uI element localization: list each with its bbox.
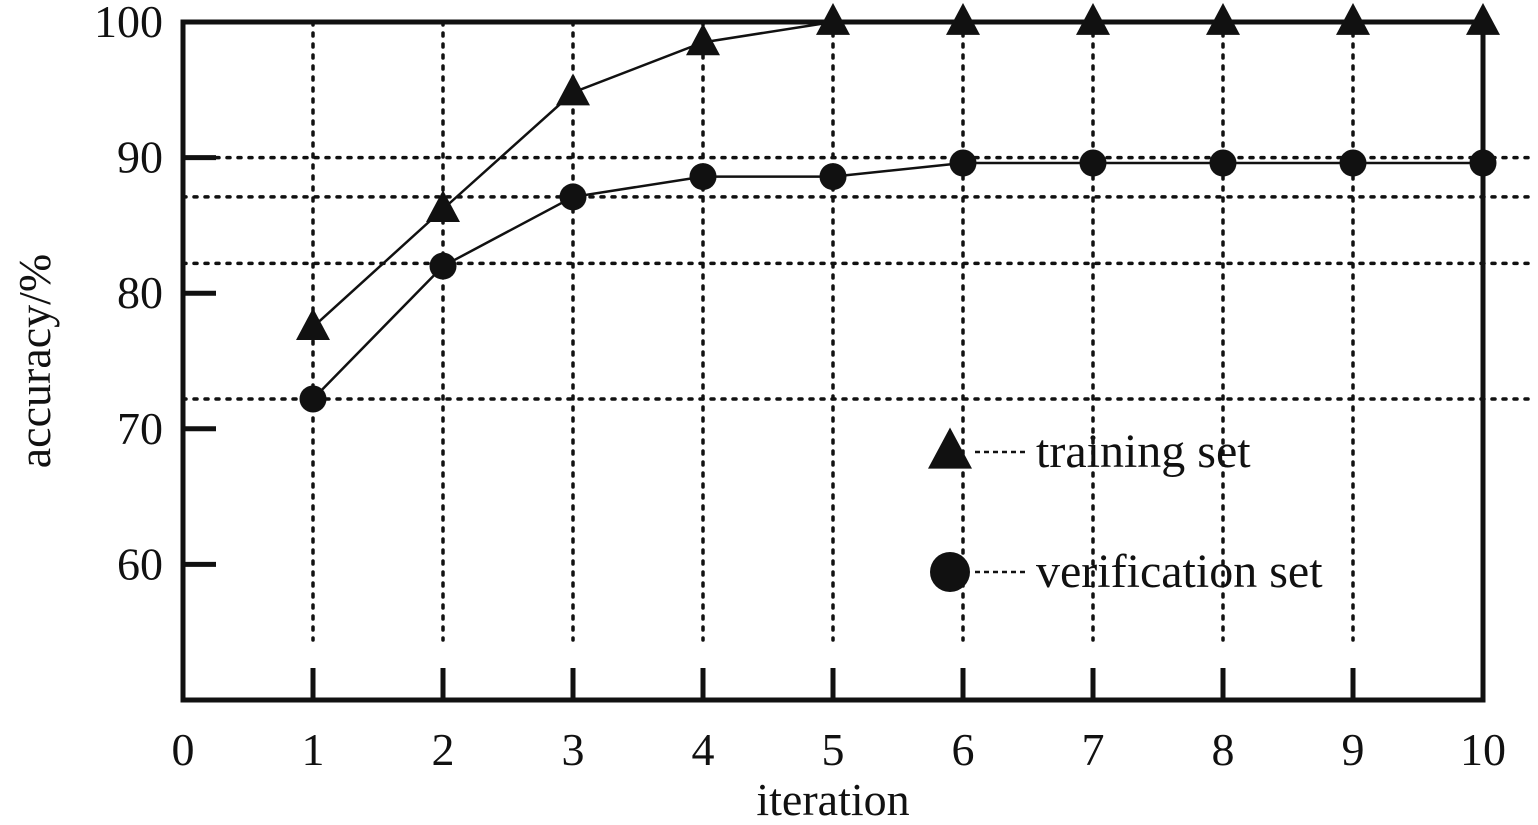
x-tick-label: 10 xyxy=(1460,724,1506,775)
training-point xyxy=(426,190,460,222)
training-point xyxy=(946,3,980,35)
y-tick-label: 70 xyxy=(117,403,163,454)
y-axis-label: accuracy/% xyxy=(9,254,60,469)
training-point xyxy=(816,3,850,35)
verification-point xyxy=(1339,149,1367,177)
verification-point xyxy=(1209,149,1237,177)
legend-label: verification set xyxy=(1036,545,1323,598)
x-tick-label: 7 xyxy=(1082,724,1105,775)
x-tick-label: 8 xyxy=(1212,724,1235,775)
training-point xyxy=(1076,3,1110,35)
x-tick-label: 5 xyxy=(822,724,845,775)
x-tick-label: 9 xyxy=(1342,724,1365,775)
verification-point xyxy=(949,149,977,177)
legend-marker-verification xyxy=(930,552,970,592)
y-tick-label: 80 xyxy=(117,267,163,318)
legend: training set verification set xyxy=(928,425,1323,598)
training-point xyxy=(1466,3,1500,35)
training-point xyxy=(1336,3,1370,35)
training-point xyxy=(1206,3,1240,35)
legend-marker-training xyxy=(928,427,972,469)
verification-point xyxy=(689,163,717,191)
y-tick-label: 100 xyxy=(94,0,163,47)
series-line-2 xyxy=(312,161,1483,400)
y-tick-label: 60 xyxy=(117,538,163,589)
training-point xyxy=(296,308,330,340)
verification-point xyxy=(299,385,327,413)
verification-point xyxy=(819,163,847,191)
verification-point xyxy=(1079,149,1107,177)
x-tick-label: 4 xyxy=(692,724,715,775)
verification-point xyxy=(559,183,587,211)
training-point xyxy=(686,23,720,56)
ticks-layer: 60 70 80 90 100 0 1 2 3 4 5 6 7 8 9 10 xyxy=(94,0,1506,775)
grid-layer xyxy=(181,20,1532,642)
x-tick-label: 1 xyxy=(302,724,325,775)
training-point xyxy=(556,73,590,106)
legend-label: training set xyxy=(1036,425,1251,478)
y-tick-label: 90 xyxy=(117,132,163,183)
verification-point xyxy=(1469,149,1497,177)
series-line-1 xyxy=(312,20,1483,329)
x-tick-label: 2 xyxy=(432,724,455,775)
x-tick-label: 3 xyxy=(562,724,585,775)
x-tick-label: 6 xyxy=(952,724,975,775)
x-axis-label: iteration xyxy=(756,774,909,825)
x-tick-label: 0 xyxy=(172,724,195,775)
series-layer xyxy=(296,3,1500,413)
verification-point xyxy=(429,252,457,280)
